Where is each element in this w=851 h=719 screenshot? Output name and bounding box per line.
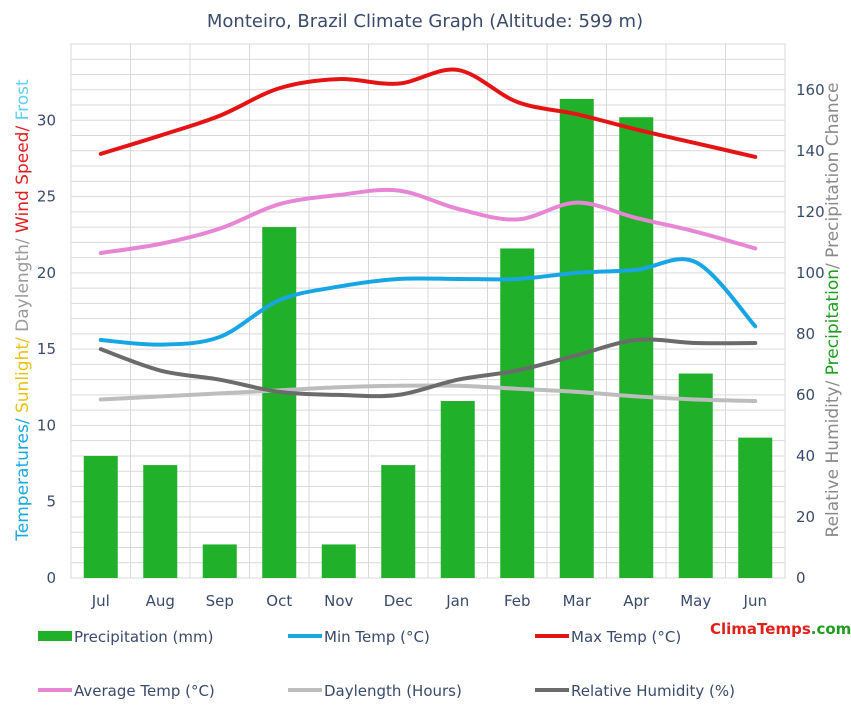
left-tick-label: 5 — [46, 493, 56, 511]
right-tick-label: 40 — [796, 447, 815, 465]
brand-part: .com — [811, 620, 851, 638]
x-axis-ticks: Jul Aug Sep Oct Nov Dec Jan Feb Mar Apr May Jun — [91, 592, 767, 610]
left-tick-label: 10 — [37, 416, 56, 434]
left-axis-ticks: 0 5 10 15 20 25 30 — [37, 111, 56, 587]
legend-label: Average Temp (°C) — [74, 682, 215, 700]
right-tick-label: 60 — [796, 386, 815, 404]
axis-label-part: Frost — [13, 79, 33, 120]
legend-swatch — [38, 631, 72, 641]
right-tick-label: 140 — [796, 142, 825, 160]
max-temp-c-line — [98, 67, 758, 159]
right-axis-label: Relative Humidity/ Precipitation/ Precip… — [823, 83, 843, 538]
precipitation-bar-jun — [738, 437, 773, 578]
legend-label: Max Temp (°C) — [571, 628, 681, 646]
precipitation-bar-feb — [500, 248, 535, 578]
axis-label-part: Relative Humidity — [823, 386, 843, 537]
right-tick-label: 160 — [796, 81, 825, 99]
right-tick-label: 100 — [796, 264, 825, 282]
x-tick-label: Aug — [146, 592, 175, 610]
x-tick-label: Dec — [384, 592, 413, 610]
precipitation-bar-nov — [321, 544, 356, 578]
left-axis-label: Temperatures/ Sunlight/ Daylength/ Wind … — [13, 79, 33, 542]
x-tick-label: Oct — [266, 592, 292, 610]
right-tick-label: 20 — [796, 508, 815, 526]
left-tick-label: 20 — [37, 264, 56, 282]
right-tick-label: 80 — [796, 325, 815, 343]
axis-label-part: Precipitation — [823, 269, 843, 375]
legend-label: Precipitation (mm) — [74, 628, 213, 646]
precipitation-bar-sep — [202, 544, 237, 578]
x-tick-label: Apr — [623, 592, 650, 610]
relative-humidity-line — [98, 337, 758, 399]
right-axis-ticks: 0 20 40 60 80 100 120 140 160 — [796, 81, 825, 587]
right-tick-label: 120 — [796, 203, 825, 221]
axis-label-part: / — [823, 258, 843, 269]
precipitation-bar-may — [678, 373, 713, 578]
x-tick-label: Mar — [563, 592, 592, 610]
x-tick-label: Feb — [504, 592, 531, 610]
axis-label-part: Daylength — [13, 244, 33, 332]
axis-label-part: Wind Speed — [13, 132, 33, 233]
grid — [70, 43, 786, 579]
precipitation-bar-jan — [440, 401, 475, 578]
legend-label: Daylength (Hours) — [324, 682, 462, 700]
min-temp-c-line — [98, 257, 758, 347]
axis-label-part: / — [13, 332, 33, 343]
precipitation-bar-mar — [559, 98, 594, 578]
right-tick-label: 0 — [796, 569, 806, 587]
daylength-hours-line — [98, 383, 758, 404]
left-tick-label: 15 — [37, 340, 56, 358]
brand-logo: ClimaTemps.com — [710, 620, 851, 638]
series-lines — [98, 67, 758, 404]
precipitation-bars — [83, 98, 773, 579]
x-tick-label: May — [680, 592, 711, 610]
axis-label-part: / — [13, 120, 33, 131]
x-tick-label: Jun — [743, 592, 767, 610]
precipitation-bar-dec — [381, 465, 416, 578]
x-tick-label: Nov — [324, 592, 353, 610]
left-tick-label: 25 — [37, 188, 56, 206]
left-tick-label: 30 — [37, 111, 56, 129]
axis-label-part: Sunlight — [13, 343, 33, 413]
x-tick-label: Jul — [91, 592, 110, 610]
legend: Precipitation (mm) Min Temp (°C) Max Temp … — [38, 628, 735, 700]
legend-label: Min Temp (°C) — [324, 628, 430, 646]
axis-label-part: Temperatures — [13, 424, 33, 542]
brand-part: Temps — [757, 620, 811, 638]
x-tick-label: Sep — [206, 592, 234, 610]
precipitation-bar-apr — [619, 117, 654, 578]
axis-label-part: Precipitation Chance — [823, 83, 843, 258]
axis-label-part: / — [13, 413, 33, 424]
precipitation-bar-oct — [262, 227, 297, 579]
precipitation-bar-aug — [143, 465, 178, 578]
brand-part: Clima — [710, 620, 757, 638]
chart-title: Monteiro, Brazil Climate Graph (Altitude… — [207, 11, 643, 32]
axis-label-part: / — [13, 233, 33, 244]
x-tick-label: Jan — [445, 592, 469, 610]
left-tick-label: 0 — [46, 569, 56, 587]
axis-label-part: / — [823, 375, 843, 386]
precipitation-bar-jul — [83, 455, 118, 578]
average-temp-c-line — [98, 187, 758, 256]
legend-label: Relative Humidity (%) — [571, 682, 735, 700]
